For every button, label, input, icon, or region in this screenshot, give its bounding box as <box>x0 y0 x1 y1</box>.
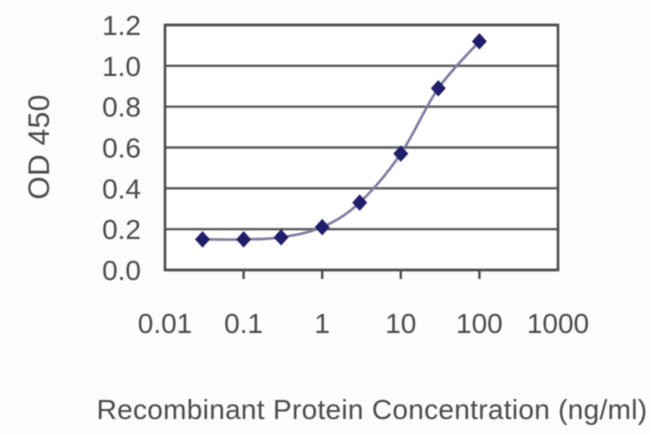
x-axis-title: Recombinant Protein Concentration (ng/ml… <box>96 394 648 425</box>
data-point-diamond <box>471 33 487 50</box>
data-point-diamond <box>195 231 211 248</box>
axis-frame <box>163 23 560 272</box>
data-point-diamond <box>273 229 289 246</box>
y-tick-label: 0.2 <box>102 214 141 245</box>
x-tick-label: 100 <box>456 308 503 339</box>
data-point-diamond <box>352 194 368 211</box>
data-point-diamond <box>430 80 446 97</box>
y-tick-label: 0.8 <box>102 92 141 123</box>
y-axis-title: OD 450 <box>23 94 56 200</box>
y-tick-label: 1.0 <box>102 51 141 82</box>
x-tick-label: 1000 <box>527 308 589 339</box>
y-tick-label: 0.6 <box>102 133 141 164</box>
data-point-diamond <box>236 231 252 248</box>
y-tick-label: 0.4 <box>102 173 141 204</box>
y-tick-label: 0.0 <box>102 255 141 286</box>
x-tick-label: 0.1 <box>224 308 263 339</box>
x-tick-label: 0.01 <box>138 308 193 339</box>
data-point-diamond <box>314 218 330 236</box>
y-tick-label: 1.2 <box>102 10 141 41</box>
x-tick-label: 10 <box>385 308 416 339</box>
x-tick-label: 1 <box>314 308 330 339</box>
data-point-diamond <box>393 145 409 162</box>
